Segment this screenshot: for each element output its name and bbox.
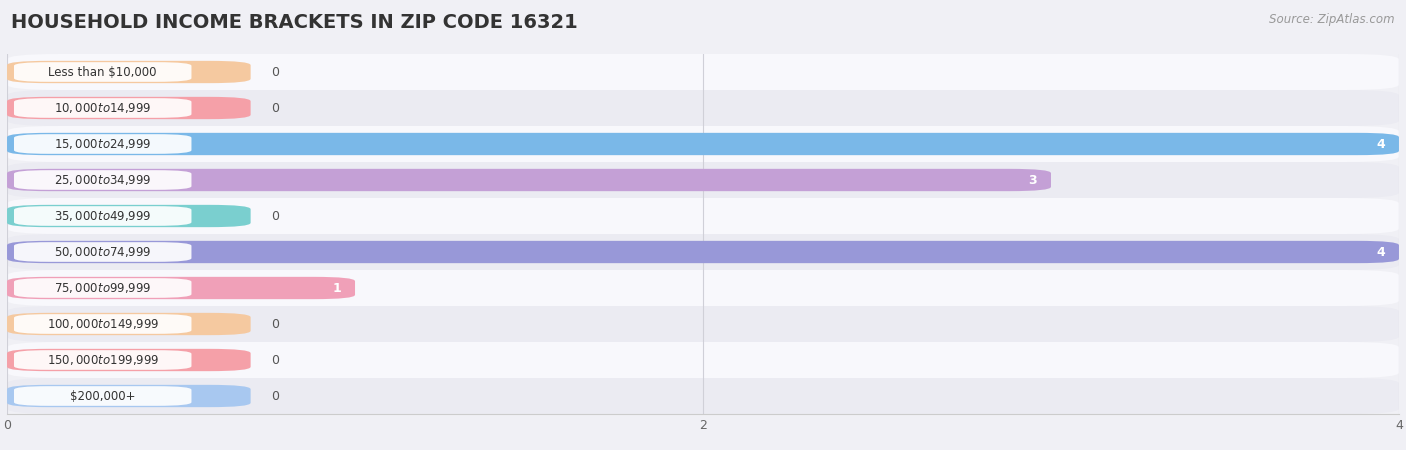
FancyBboxPatch shape bbox=[7, 313, 250, 335]
FancyBboxPatch shape bbox=[7, 270, 1399, 306]
FancyBboxPatch shape bbox=[7, 385, 250, 407]
FancyBboxPatch shape bbox=[14, 206, 191, 226]
Text: 0: 0 bbox=[271, 210, 280, 222]
FancyBboxPatch shape bbox=[7, 234, 1399, 270]
FancyBboxPatch shape bbox=[14, 350, 191, 370]
Text: Less than $10,000: Less than $10,000 bbox=[48, 66, 157, 78]
FancyBboxPatch shape bbox=[7, 90, 1399, 126]
FancyBboxPatch shape bbox=[7, 378, 1399, 414]
FancyBboxPatch shape bbox=[7, 205, 250, 227]
Text: $50,000 to $74,999: $50,000 to $74,999 bbox=[53, 245, 152, 259]
Text: 4: 4 bbox=[1376, 246, 1385, 258]
Text: 4: 4 bbox=[1376, 138, 1385, 150]
FancyBboxPatch shape bbox=[7, 133, 1399, 155]
Text: $200,000+: $200,000+ bbox=[70, 390, 135, 402]
FancyBboxPatch shape bbox=[7, 54, 1399, 90]
FancyBboxPatch shape bbox=[7, 342, 1399, 378]
FancyBboxPatch shape bbox=[7, 277, 354, 299]
FancyBboxPatch shape bbox=[14, 62, 191, 82]
Text: $15,000 to $24,999: $15,000 to $24,999 bbox=[53, 137, 152, 151]
Text: $25,000 to $34,999: $25,000 to $34,999 bbox=[53, 173, 152, 187]
FancyBboxPatch shape bbox=[7, 241, 1399, 263]
Text: $10,000 to $14,999: $10,000 to $14,999 bbox=[53, 101, 152, 115]
FancyBboxPatch shape bbox=[14, 170, 191, 190]
Text: Source: ZipAtlas.com: Source: ZipAtlas.com bbox=[1270, 14, 1395, 27]
FancyBboxPatch shape bbox=[14, 242, 191, 262]
FancyBboxPatch shape bbox=[7, 97, 250, 119]
FancyBboxPatch shape bbox=[7, 349, 250, 371]
Text: 1: 1 bbox=[332, 282, 342, 294]
FancyBboxPatch shape bbox=[14, 134, 191, 154]
Text: $75,000 to $99,999: $75,000 to $99,999 bbox=[53, 281, 152, 295]
FancyBboxPatch shape bbox=[14, 314, 191, 334]
Text: 0: 0 bbox=[271, 66, 280, 78]
FancyBboxPatch shape bbox=[7, 126, 1399, 162]
FancyBboxPatch shape bbox=[7, 61, 250, 83]
Text: HOUSEHOLD INCOME BRACKETS IN ZIP CODE 16321: HOUSEHOLD INCOME BRACKETS IN ZIP CODE 16… bbox=[11, 14, 578, 32]
Text: 0: 0 bbox=[271, 102, 280, 114]
Text: 0: 0 bbox=[271, 318, 280, 330]
FancyBboxPatch shape bbox=[7, 162, 1399, 198]
FancyBboxPatch shape bbox=[7, 198, 1399, 234]
Text: $150,000 to $199,999: $150,000 to $199,999 bbox=[46, 353, 159, 367]
Text: 0: 0 bbox=[271, 390, 280, 402]
Text: $35,000 to $49,999: $35,000 to $49,999 bbox=[53, 209, 152, 223]
Text: 3: 3 bbox=[1028, 174, 1038, 186]
FancyBboxPatch shape bbox=[14, 386, 191, 406]
Text: $100,000 to $149,999: $100,000 to $149,999 bbox=[46, 317, 159, 331]
Text: 0: 0 bbox=[271, 354, 280, 366]
FancyBboxPatch shape bbox=[14, 98, 191, 118]
FancyBboxPatch shape bbox=[14, 278, 191, 298]
FancyBboxPatch shape bbox=[7, 306, 1399, 342]
FancyBboxPatch shape bbox=[7, 169, 1050, 191]
